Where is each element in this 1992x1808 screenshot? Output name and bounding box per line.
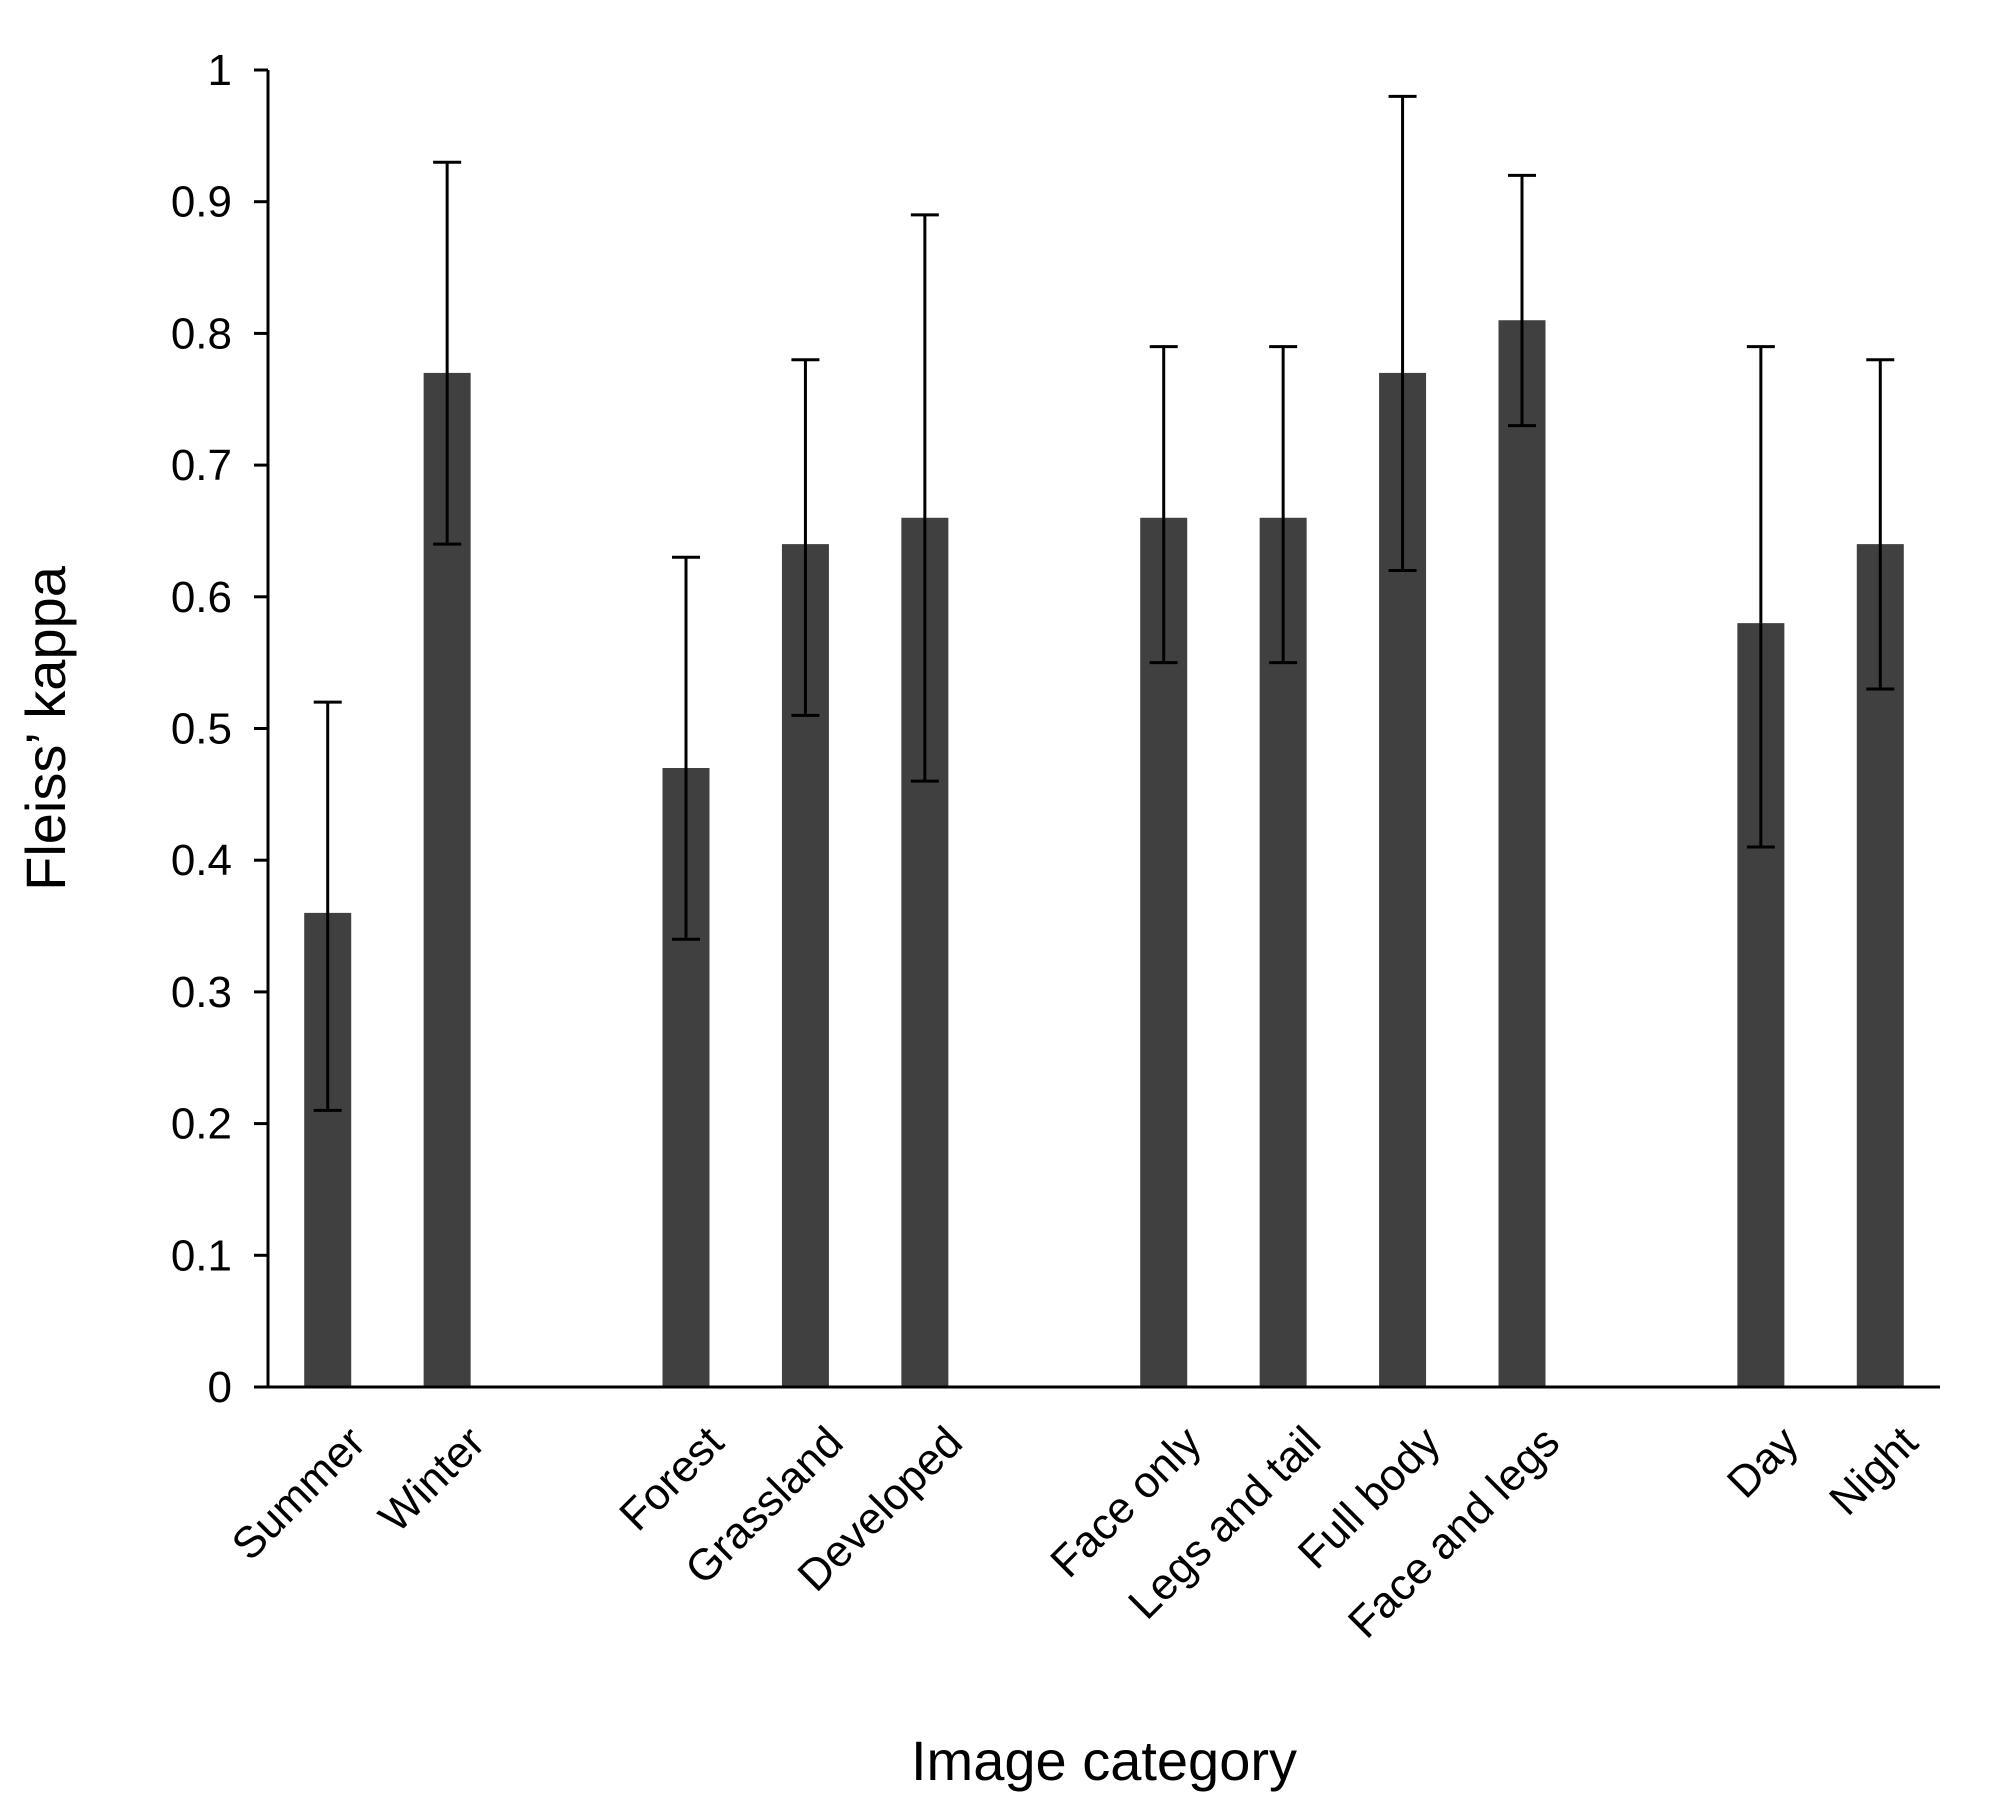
x-category-label: Night [1820, 1417, 1927, 1524]
x-axis-title: Image category [911, 1729, 1297, 1792]
y-tick-label: 1 [208, 46, 232, 95]
y-tick-label: 0.4 [171, 836, 232, 885]
y-tick-label: 0.3 [171, 968, 232, 1017]
y-axis: 0 0.1 0.2 0.3 0.4 0.5 0.6 0.7 0.8 0.9 1 [171, 46, 270, 1412]
y-tick-label: 0.5 [171, 705, 232, 754]
bars [304, 320, 1904, 1388]
y-tick-label: 0.6 [171, 573, 232, 622]
y-tick-label: 0.7 [171, 441, 232, 490]
y-tick-label: 0.1 [171, 1231, 232, 1280]
y-axis-title: Fleiss’ kappa [14, 565, 77, 891]
x-category-label: Winter [370, 1417, 495, 1542]
x-category-label: Day [1718, 1417, 1808, 1507]
error-bars [313, 94, 1895, 1112]
bar [1498, 320, 1546, 1388]
y-tick-label: 0.8 [171, 309, 232, 358]
y-tick-label: 0.2 [171, 1100, 232, 1149]
x-category-label: Face and legs [1339, 1417, 1569, 1647]
y-tick-label: 0.9 [171, 178, 232, 227]
y-tick-label: 0 [208, 1363, 232, 1412]
x-category-label: Summer [223, 1417, 375, 1569]
